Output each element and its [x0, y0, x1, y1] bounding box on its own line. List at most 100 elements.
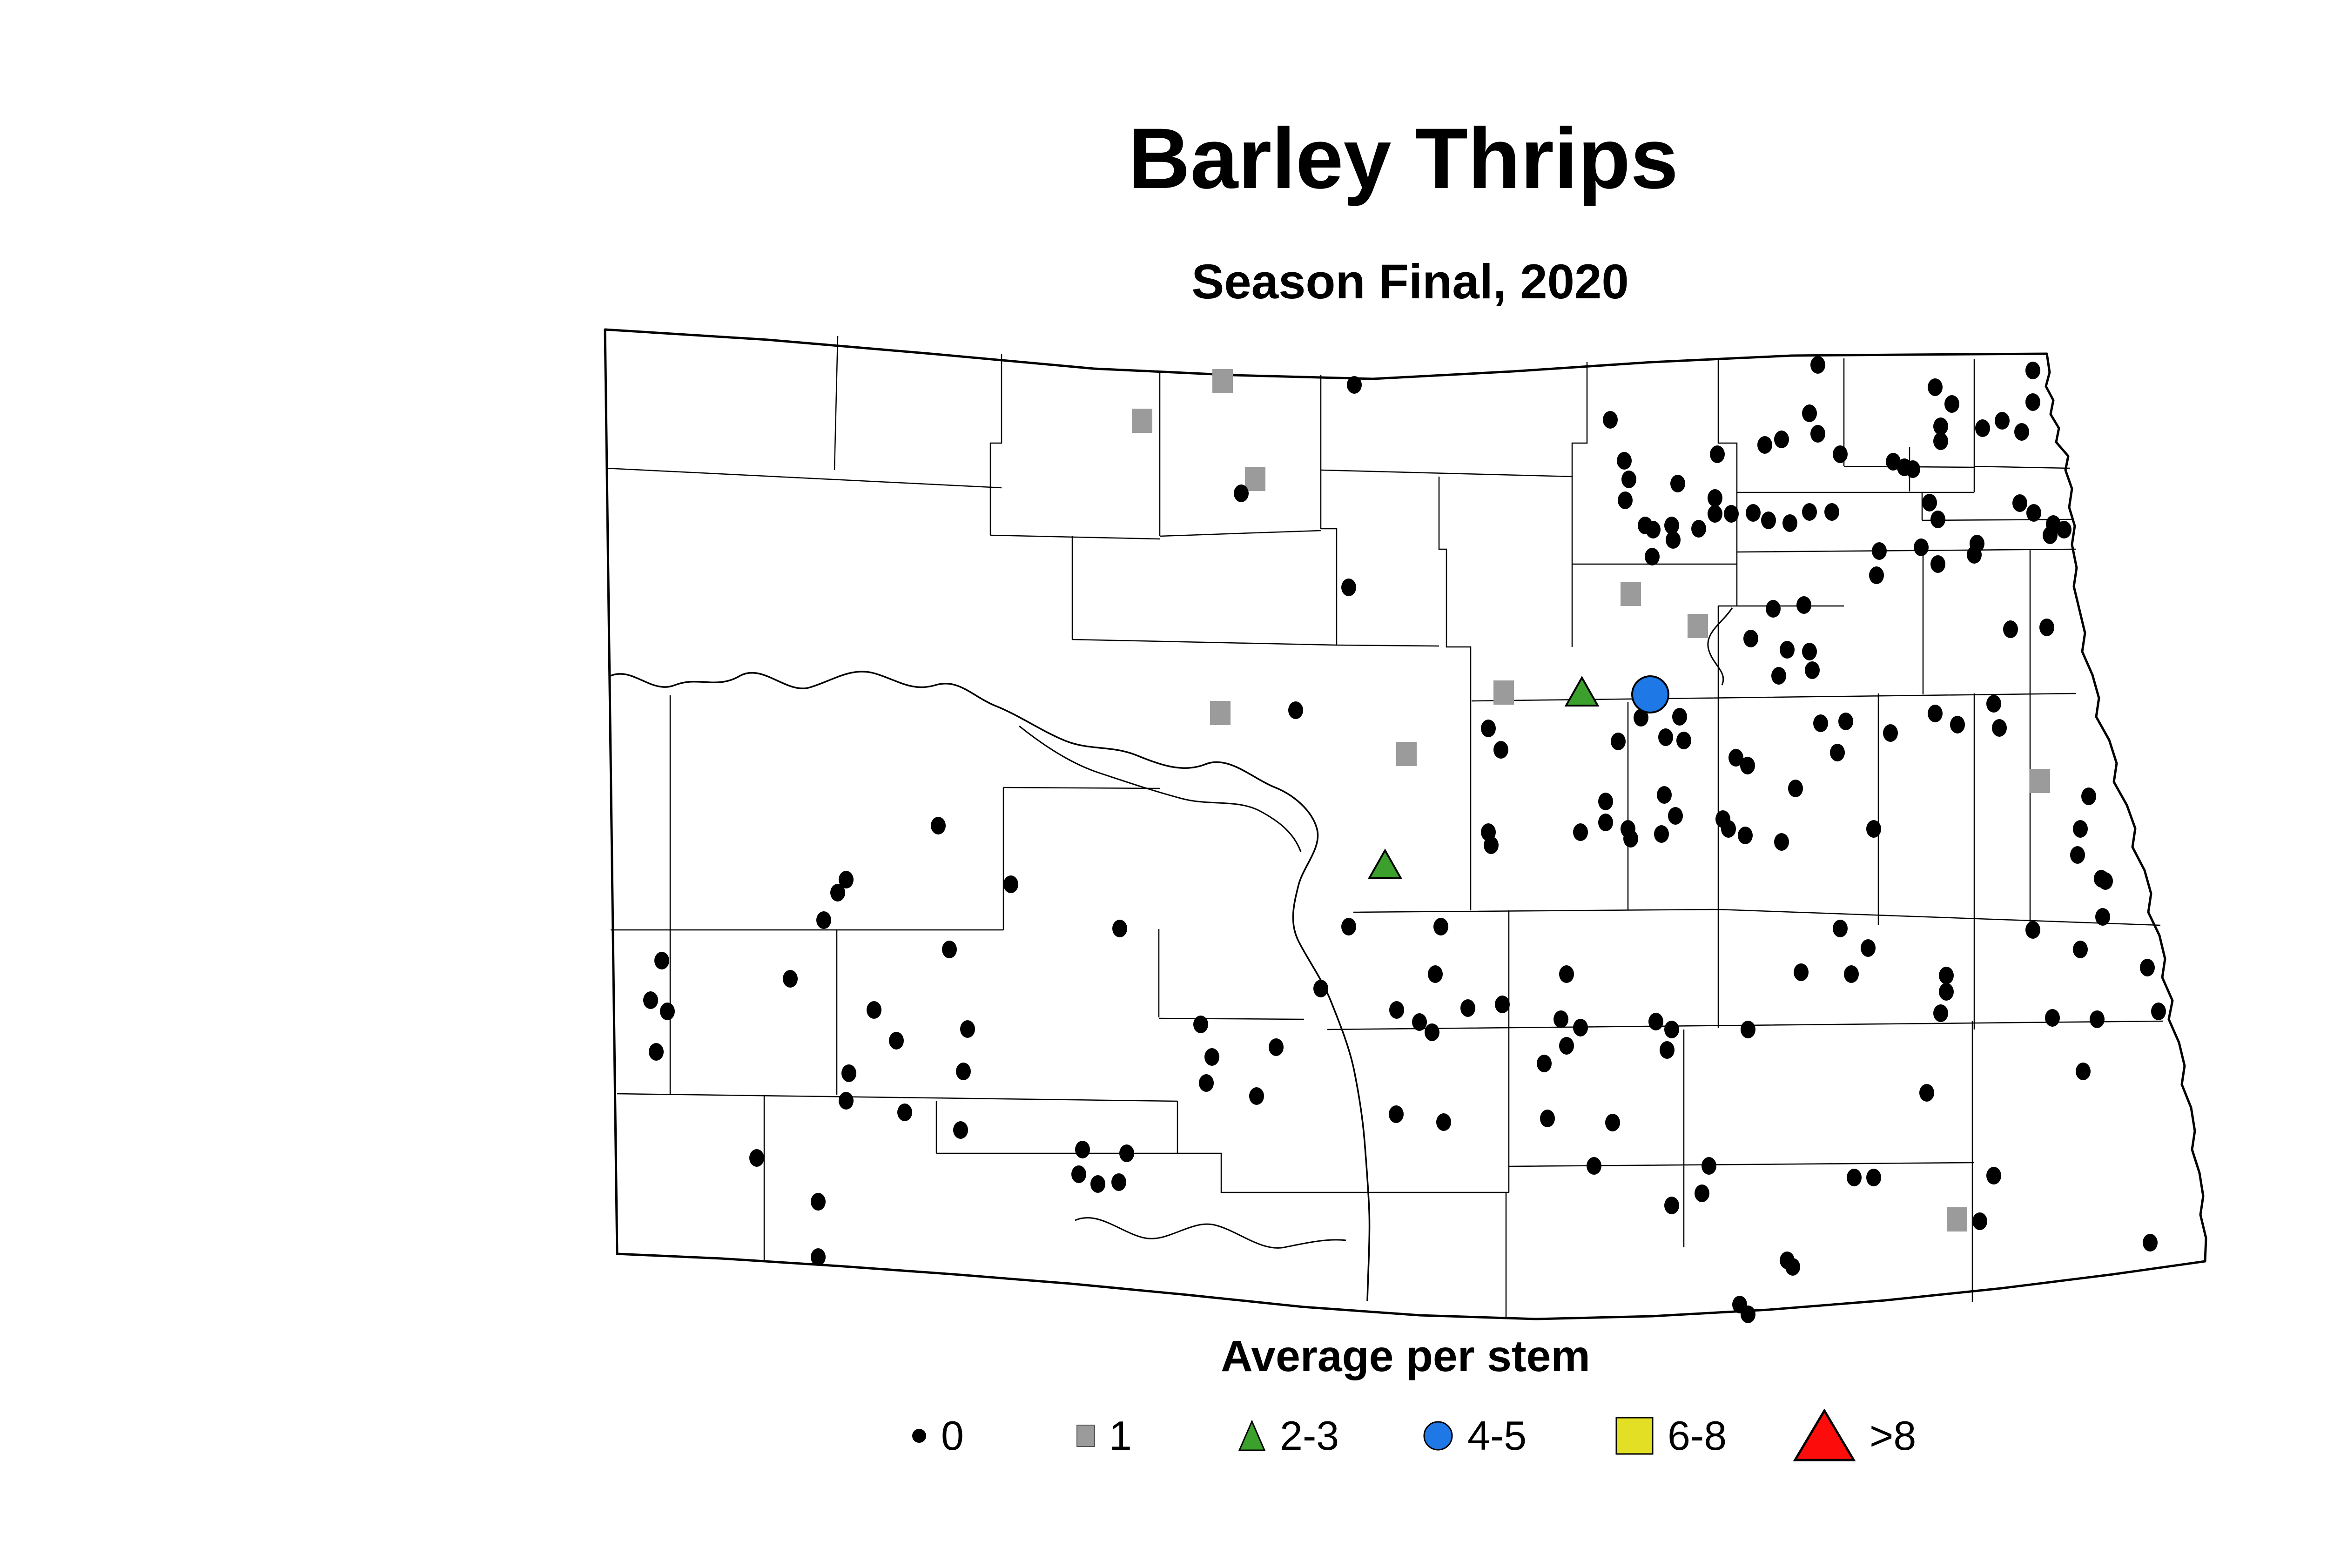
dot-marker: [1664, 1021, 1679, 1038]
dot-marker: [839, 1092, 854, 1110]
dot-marker: [1741, 1306, 1755, 1323]
circle-markers-4-5-per-stem: [1631, 675, 1669, 713]
dot-marker: [1664, 517, 1679, 534]
dot-marker: [1813, 714, 1828, 732]
dot-marker: [1944, 395, 1959, 413]
dot-marker: [1425, 1023, 1439, 1041]
legend-triangle-icon: [1238, 1420, 1266, 1451]
dot-marker: [1805, 661, 1820, 679]
dot-marker: [1782, 514, 1797, 532]
legend-item-6-8: 6-8: [1615, 1396, 1727, 1475]
dot-marker: [1933, 1004, 1948, 1022]
dot-marker: [1672, 708, 1687, 726]
dot-marker: [2012, 494, 2027, 512]
page-title: Barley Thrips: [1128, 111, 1679, 207]
triangle-marker: [1564, 675, 1600, 707]
dot-marker: [1833, 445, 1848, 463]
dot-marker: [867, 1001, 881, 1019]
dot-marker: [811, 1248, 826, 1266]
legend-label: 4-5: [1467, 1413, 1527, 1459]
legend-title: Average per stem: [1221, 1332, 1590, 1381]
dot-marker: [1484, 836, 1499, 854]
dot-marker: [1830, 744, 1845, 761]
dot-marker: [830, 884, 845, 902]
dot-marker: [2081, 787, 2096, 805]
state-outline: [604, 328, 2207, 1320]
dot-marker: [1810, 356, 1825, 374]
dot-marker: [1995, 412, 2010, 430]
dot-marker: [1666, 531, 1681, 549]
dot-marker: [1796, 596, 1811, 614]
dot-marker: [1802, 404, 1817, 422]
square-marker: [1132, 409, 1152, 433]
dot-marker: [1746, 504, 1761, 522]
legend-dot-icon: [912, 1429, 926, 1443]
dot-marker: [1617, 452, 1632, 470]
dot-marker: [1621, 471, 1636, 488]
square-marker: [1493, 680, 1514, 705]
dot-marker: [931, 817, 946, 834]
dot-marker: [1634, 709, 1648, 727]
dot-marker: [1537, 1055, 1552, 1072]
dot-marker: [654, 952, 669, 969]
dot-marker: [1761, 511, 1776, 529]
dot-marker: [1288, 701, 1303, 719]
dot-marker: [1738, 827, 1753, 844]
dot-marker: [1986, 695, 2001, 713]
missouri-river: [610, 671, 1371, 1301]
dot-marker: [1481, 720, 1496, 737]
dot-marker: [2025, 921, 2040, 939]
dot-marker: [1670, 475, 1685, 492]
dot-marker: [1598, 814, 1613, 831]
dot-marker: [1930, 555, 1945, 573]
dot-marker: [1554, 1010, 1568, 1028]
dot-marker: [1869, 566, 1884, 584]
dot-marker: [1930, 511, 1945, 528]
square-marker: [1621, 582, 1641, 606]
dot-marker: [1928, 705, 1943, 722]
legend-square-large-icon: [1615, 1417, 1654, 1455]
dot-marker: [1341, 918, 1356, 935]
dot-marker: [1658, 728, 1673, 746]
dot-marker: [1657, 786, 1672, 804]
dot-marker: [1618, 491, 1633, 509]
dot-marker: [1883, 724, 1898, 742]
dot-marker: [1204, 1048, 1219, 1066]
dot-marker: [2014, 423, 2029, 441]
dot-marker: [1412, 1013, 1427, 1031]
dot-marker: [1234, 485, 1249, 502]
legend-label: 2-3: [1280, 1413, 1339, 1459]
square-marker: [1245, 467, 1265, 491]
dot-marker: [2026, 504, 2041, 522]
dot-marker: [2090, 1010, 2105, 1028]
triangle-marker: [1367, 848, 1403, 879]
dot-marker: [1766, 600, 1781, 618]
dot-marker: [2045, 1009, 2060, 1027]
rivers: [610, 607, 1733, 1301]
dot-marker: [1975, 419, 1990, 437]
square-markers-1-per-stem: [1132, 369, 2050, 1232]
dot-marker: [1802, 643, 1817, 660]
dot-marker: [1780, 641, 1795, 659]
dot-marker: [2143, 1234, 2158, 1252]
dot-marker: [2073, 941, 2088, 958]
dot-marker: [1774, 431, 1789, 448]
dot-marker: [1495, 996, 1510, 1013]
dot-marker: [1645, 548, 1660, 565]
dot-marker: [953, 1121, 968, 1139]
cannonball-river: [1075, 1217, 1346, 1249]
dot-marker: [1928, 378, 1943, 396]
dot-marker: [1743, 630, 1758, 647]
legend-square-icon: [1076, 1425, 1095, 1447]
dot-marker: [1341, 579, 1356, 596]
dot-marker: [1559, 1037, 1574, 1055]
dot-marker: [1660, 1041, 1675, 1059]
lake-sakakawea-shore: [1019, 725, 1302, 852]
dot-marker: [1872, 542, 1887, 560]
dot-marker: [2057, 521, 2071, 538]
dot-marker: [1861, 939, 1876, 957]
dot-marker: [1757, 436, 1772, 454]
dot-marker: [1676, 732, 1691, 749]
dot-marker: [1866, 820, 1881, 838]
dot-marker: [1269, 1038, 1284, 1056]
